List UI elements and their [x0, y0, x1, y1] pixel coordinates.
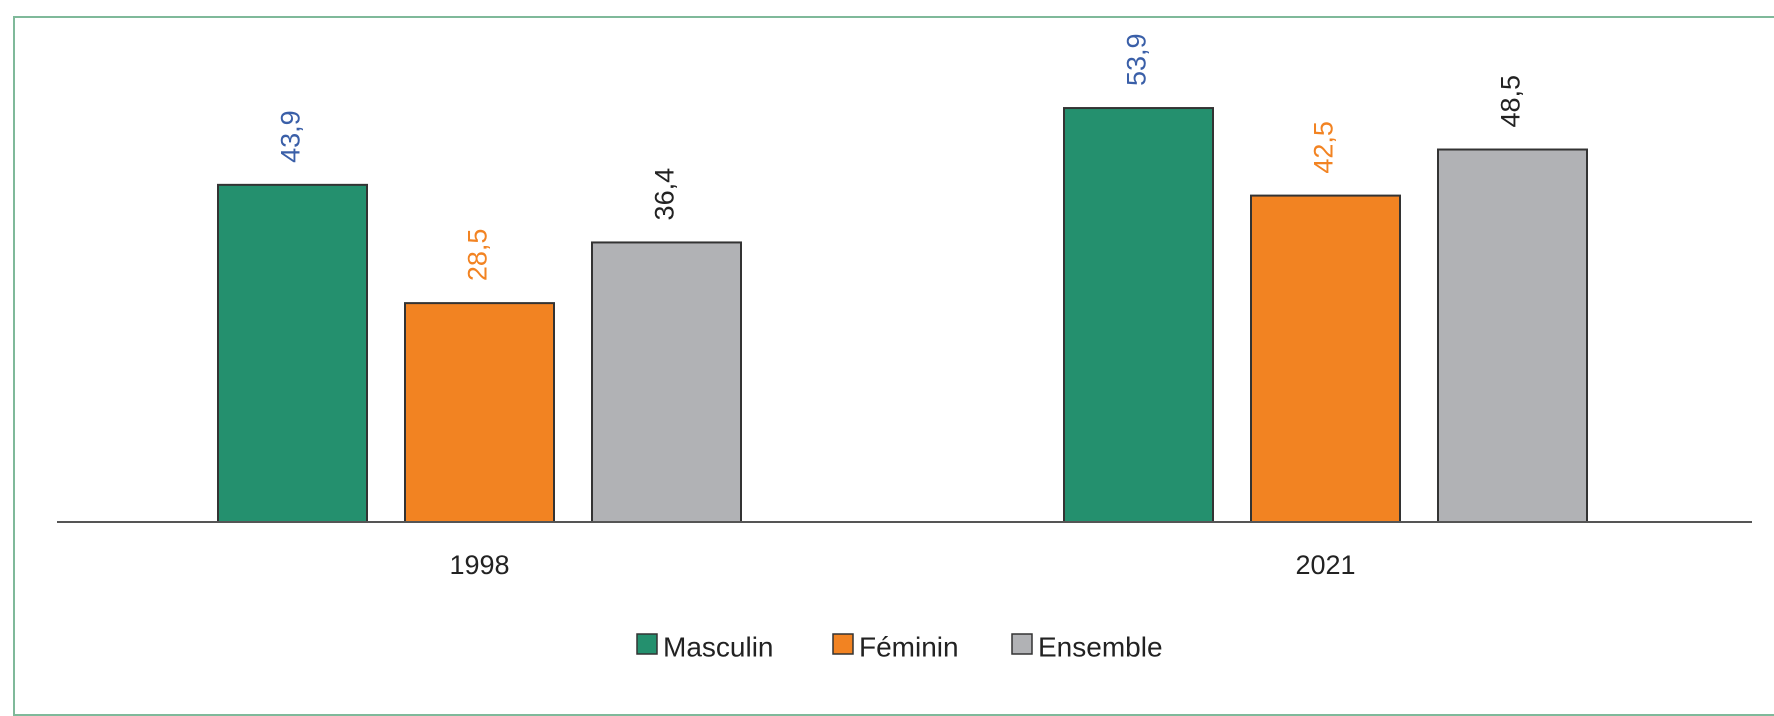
bar-masculin-2021	[1063, 107, 1214, 523]
value-label-feminin-1998: 28,5	[463, 229, 493, 282]
legend-label-ensemble: Ensemble	[1038, 631, 1163, 662]
category-labels-layer: 1998 2021	[449, 550, 1355, 580]
legend-label-feminin: Féminin	[859, 631, 959, 662]
bar-chart: 43,9 28,5 36,4 53,9 42,5 48,5 1998 2021 Mascul…	[57, 33, 1752, 662]
bar-feminin-2021	[1250, 194, 1401, 523]
legend-label-masculin: Masculin	[663, 631, 773, 662]
bars-layer	[217, 107, 1588, 524]
bar-masculin-1998	[217, 183, 368, 524]
value-labels-layer: 43,9 28,5 36,4 53,9 42,5 48,5	[276, 33, 1526, 281]
legend-swatch-feminin	[832, 633, 854, 655]
legend-item-masculin: Masculin	[636, 631, 773, 662]
value-label-ensemble-1998: 36,4	[650, 168, 680, 221]
bar-feminin-1998	[404, 302, 555, 523]
legend: Masculin Féminin Ensemble	[636, 631, 1163, 662]
category-label-2021: 2021	[1295, 550, 1355, 580]
value-label-masculin-2021: 53,9	[1122, 33, 1152, 86]
value-label-feminin-2021: 42,5	[1309, 121, 1339, 174]
bar-ensemble-1998	[591, 241, 742, 523]
value-label-masculin-1998: 43,9	[276, 110, 306, 163]
bar-ensemble-2021	[1437, 148, 1588, 524]
value-label-ensemble-2021: 48,5	[1496, 75, 1526, 128]
legend-swatch-masculin	[636, 633, 658, 655]
category-label-1998: 1998	[449, 550, 509, 580]
legend-swatch-ensemble	[1011, 633, 1033, 655]
legend-item-feminin: Féminin	[832, 631, 959, 662]
legend-item-ensemble: Ensemble	[1011, 631, 1163, 662]
